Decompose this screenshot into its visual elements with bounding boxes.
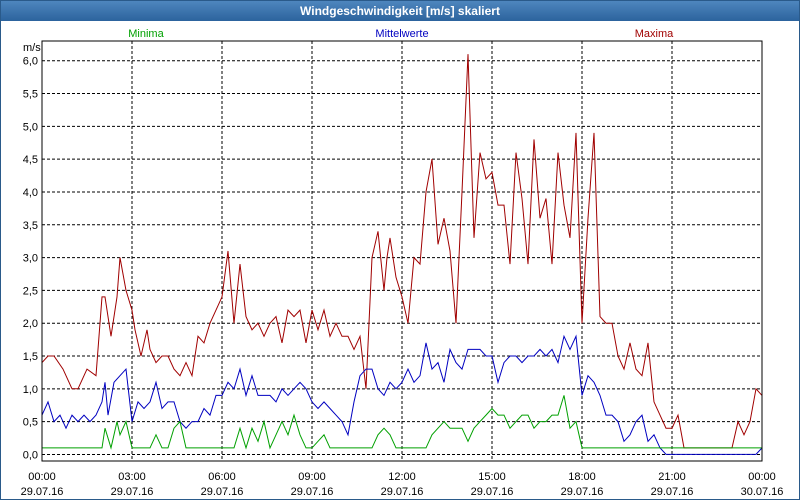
x-tick-date: 29.07.16: [201, 486, 244, 498]
x-tick-time: 18:00: [568, 471, 596, 483]
y-tick-label: 0,5: [23, 417, 38, 429]
y-tick-label: 5,5: [23, 89, 38, 101]
legend-maxima: Maxima: [635, 28, 674, 40]
x-tick-date: 29.07.16: [561, 486, 604, 498]
series-line-mittelwerte: [41, 334, 763, 455]
grid: [42, 41, 762, 461]
x-tick-date: 29.07.16: [651, 486, 694, 498]
x-tick-time: 00:00: [28, 471, 56, 483]
legend-mittelwerte: Mittelwerte: [375, 28, 428, 40]
x-tick-date: 29.07.16: [381, 486, 424, 498]
x-tick-date: 29.07.16: [21, 486, 64, 498]
y-tick-label: 2,5: [23, 285, 38, 297]
plot-area-border: [41, 40, 763, 462]
x-tick-time: 21:00: [658, 471, 686, 483]
y-tick-label: 4,5: [23, 154, 38, 166]
x-tick-date: 29.07.16: [291, 486, 334, 498]
y-tick-label: 2,0: [23, 318, 38, 330]
x-tick-time: 12:00: [388, 471, 416, 483]
series-line-minima: [42, 395, 762, 450]
y-tick-label: 1,5: [23, 351, 38, 363]
y-axis-label: m/s: [23, 42, 41, 54]
x-tick-time: 09:00: [298, 471, 326, 483]
x-tick-time: 03:00: [118, 471, 146, 483]
x-tick-time: 00:00: [748, 471, 776, 483]
x-axis: 00:00 29.07.16 03:00 29.07.16 06:00 29.07.16 0…: [21, 471, 784, 498]
legend-minima: Minima: [128, 28, 164, 40]
x-tick-time: 15:00: [478, 471, 506, 483]
y-axis: 0,0 0,5 1,0 1,5 2,0 2,5 3,0 3,5 4,0 4,5 5,0 5,5 6,0: [23, 56, 38, 462]
x-tick-date: 29.07.16: [111, 486, 154, 498]
window-title: Windgeschwindigkeit [m/s] skaliert: [1, 1, 799, 21]
series-group: [41, 54, 763, 455]
y-tick-label: 6,0: [23, 56, 38, 68]
y-tick-label: 0,0: [23, 449, 38, 461]
series-line-maxima: [41, 54, 763, 449]
y-tick-label: 4,0: [23, 187, 38, 199]
y-tick-label: 3,0: [23, 253, 38, 265]
y-tick-label: 3,5: [23, 220, 38, 232]
x-tick-time: 06:00: [208, 471, 236, 483]
x-tick-date: 29.07.16: [471, 486, 514, 498]
y-tick-label: 5,0: [23, 121, 38, 133]
y-tick-label: 1,0: [23, 384, 38, 396]
x-tick-date: 30.07.16: [741, 486, 784, 498]
